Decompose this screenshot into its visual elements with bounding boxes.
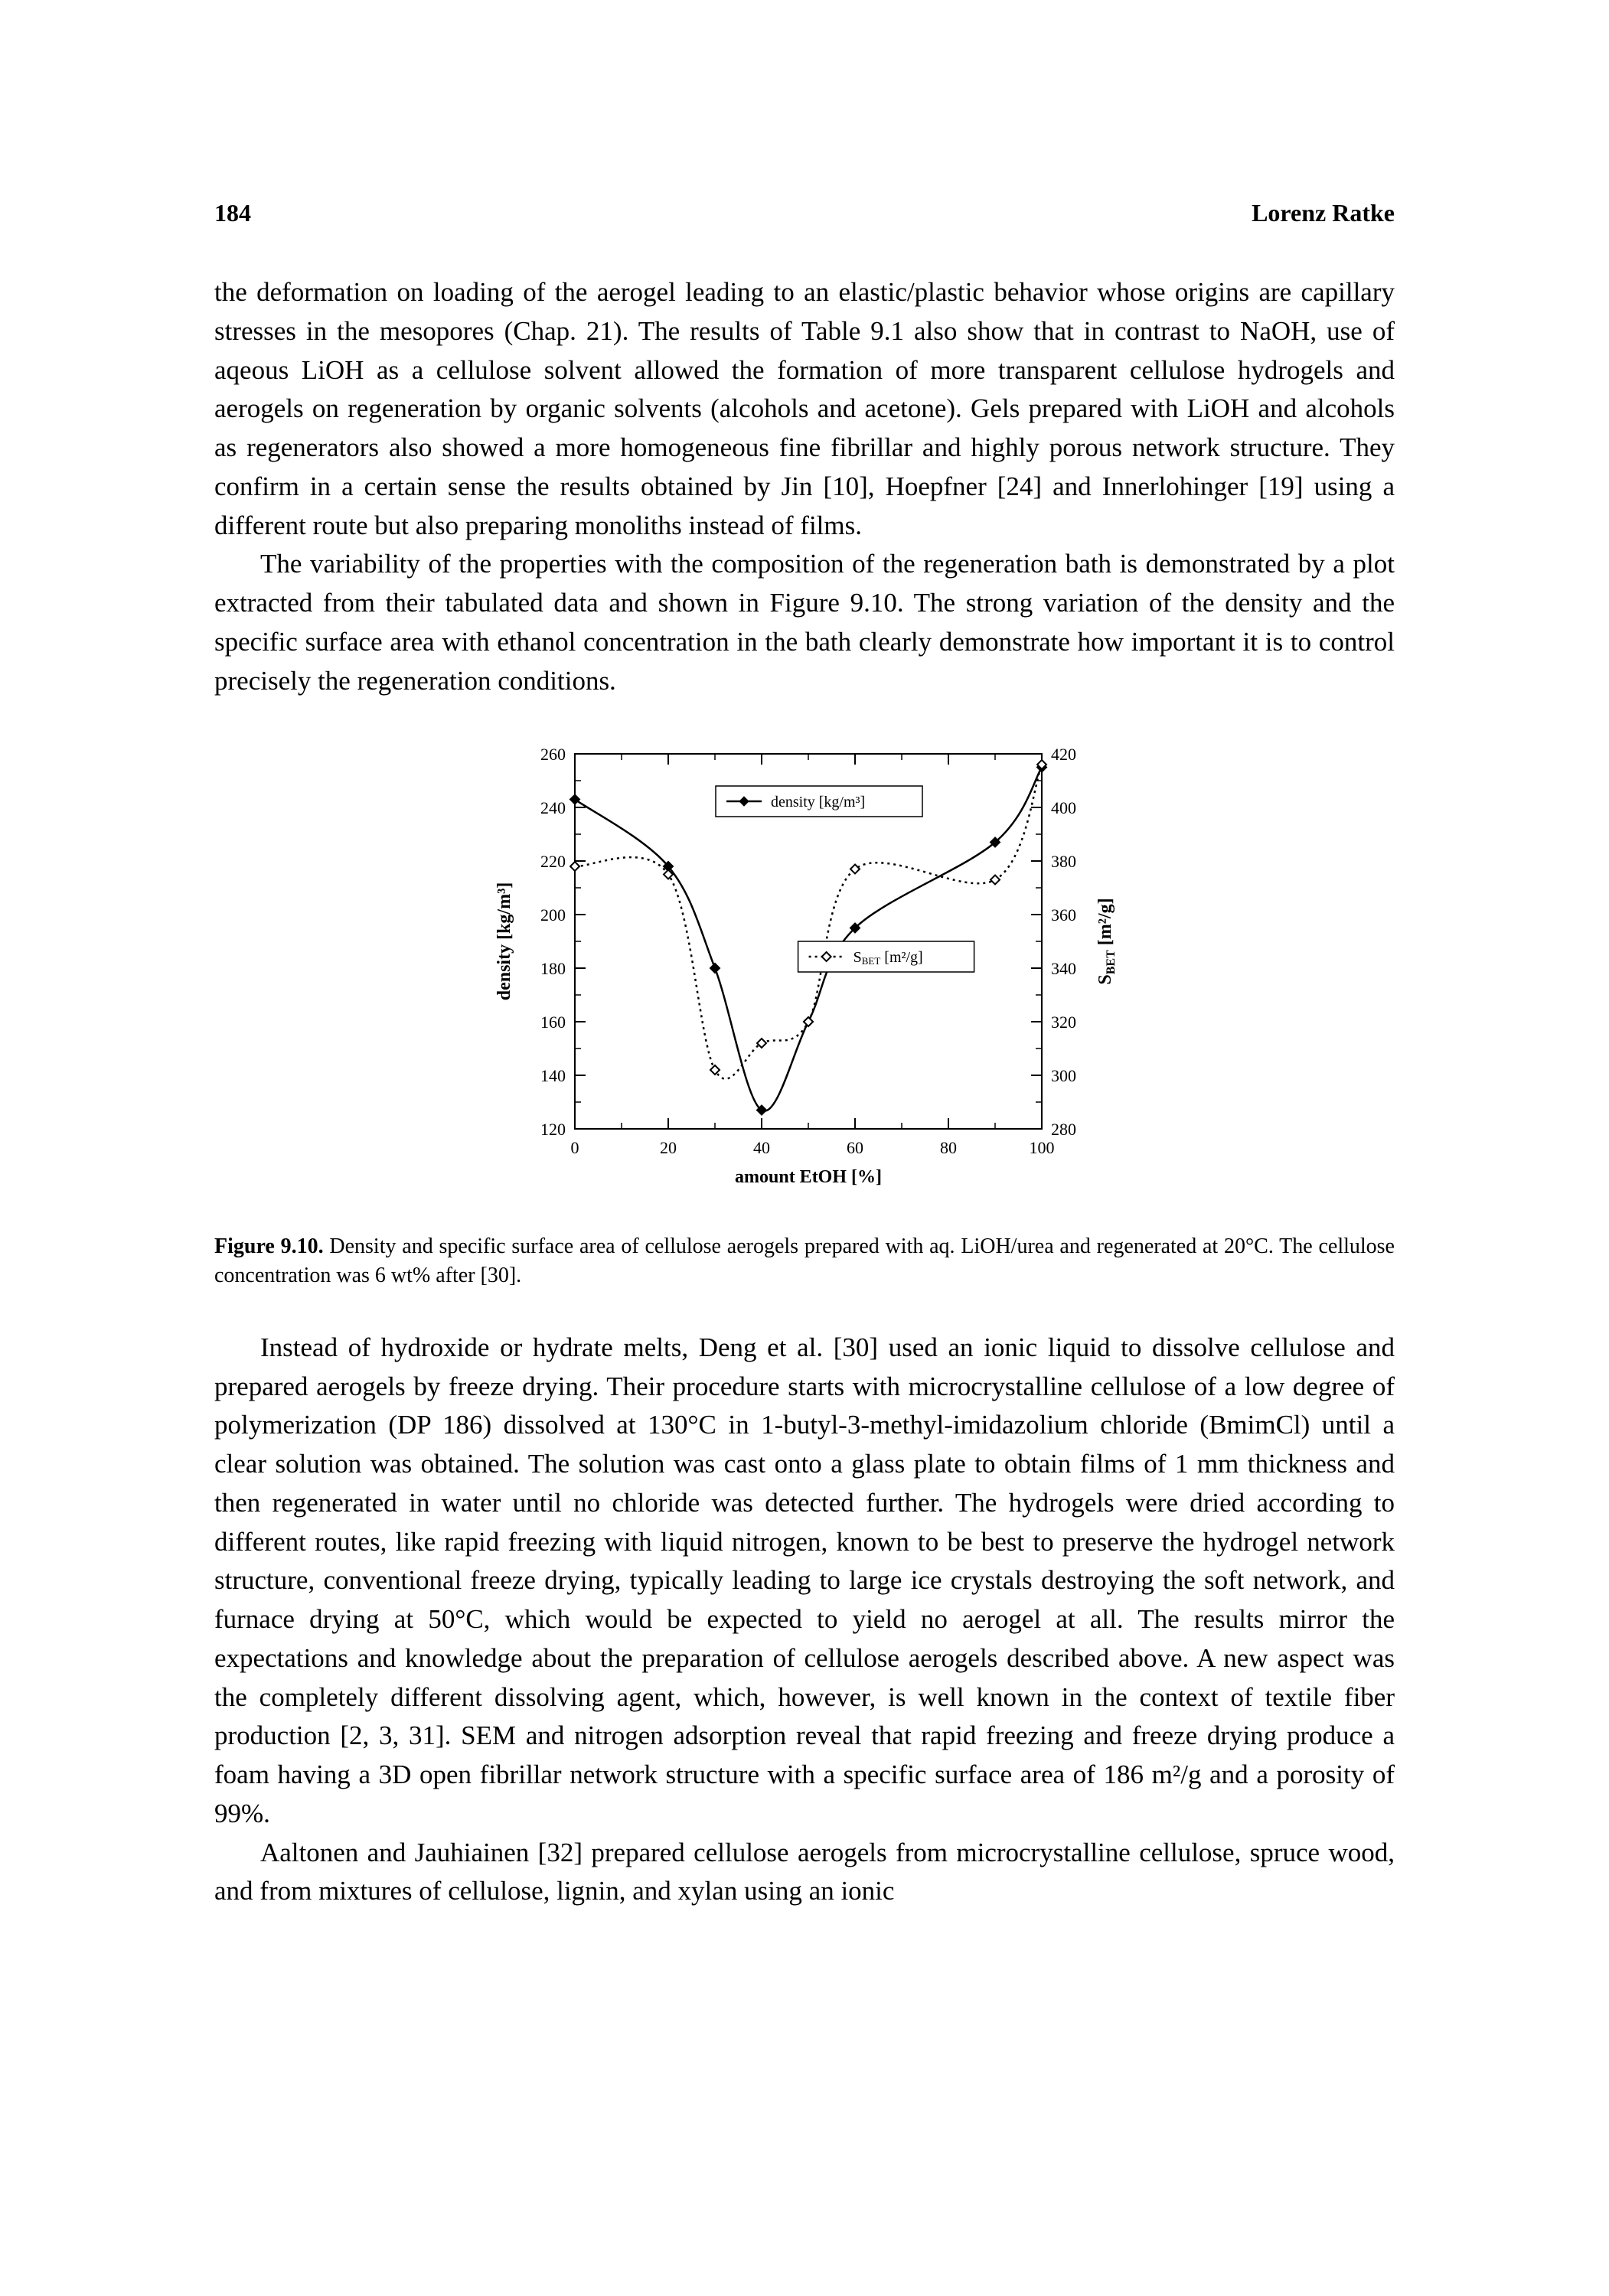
svg-text:300: 300 [1051, 1066, 1076, 1085]
svg-text:160: 160 [540, 1013, 566, 1032]
svg-text:200: 200 [540, 905, 566, 925]
svg-text:280: 280 [1051, 1120, 1076, 1139]
svg-text:density [kg/m³]: density [kg/m³] [771, 794, 865, 810]
figure-caption: Figure 9.10. Density and specific surfac… [214, 1232, 1395, 1290]
svg-text:320: 320 [1051, 1013, 1076, 1032]
svg-text:40: 40 [753, 1138, 770, 1157]
svg-text:420: 420 [1051, 745, 1076, 764]
page-number: 184 [214, 199, 251, 227]
paragraph-2: The variability of the properties with t… [214, 545, 1395, 700]
svg-text:400: 400 [1051, 798, 1076, 817]
svg-text:60: 60 [847, 1138, 863, 1157]
svg-text:360: 360 [1051, 905, 1076, 925]
paragraph-1: the deformation on loading of the aeroge… [214, 273, 1395, 545]
svg-text:20: 20 [660, 1138, 677, 1157]
svg-text:amount EtOH [%]: amount EtOH [%] [735, 1167, 882, 1187]
svg-text:180: 180 [540, 959, 566, 978]
svg-text:density [kg/m³]: density [kg/m³] [494, 882, 514, 1001]
svg-text:SBET [m²/g]: SBET [m²/g] [1095, 899, 1118, 985]
svg-text:0: 0 [571, 1138, 579, 1157]
running-head: Lorenz Ratke [1252, 199, 1395, 227]
figure-caption-text: Density and specific surface area of cel… [214, 1234, 1395, 1287]
body-text-block-1: the deformation on loading of the aeroge… [214, 273, 1395, 700]
body-text-block-2: Instead of hydroxide or hydrate melts, D… [214, 1329, 1395, 1911]
page: 184 Lorenz Ratke the deformation on load… [0, 0, 1609, 2296]
svg-text:220: 220 [540, 852, 566, 871]
svg-text:140: 140 [540, 1066, 566, 1085]
figure-chart: 0 20 40 60 80 100 amount EtOH [%] 120 140 160 180 2… [475, 731, 1134, 1205]
page-header: 184 Lorenz Ratke [214, 199, 1395, 227]
figure-caption-label: Figure 9.10. [214, 1234, 324, 1258]
svg-text:260: 260 [540, 745, 566, 764]
svg-text:240: 240 [540, 798, 566, 817]
svg-text:80: 80 [940, 1138, 957, 1157]
svg-text:380: 380 [1051, 852, 1076, 871]
svg-text:100: 100 [1030, 1138, 1055, 1157]
figure-9-10: 0 20 40 60 80 100 amount EtOH [%] 120 140 160 180 2… [214, 731, 1395, 1209]
svg-text:120: 120 [540, 1120, 566, 1139]
svg-text:340: 340 [1051, 959, 1076, 978]
paragraph-4: Aaltonen and Jauhiainen [32] prepared ce… [214, 1834, 1395, 1912]
paragraph-3: Instead of hydroxide or hydrate melts, D… [214, 1329, 1395, 1834]
